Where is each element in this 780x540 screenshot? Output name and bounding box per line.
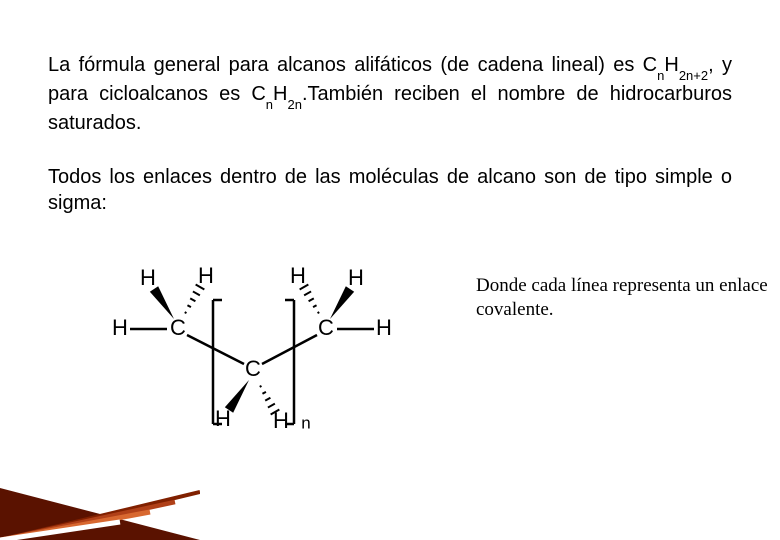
p1-pre: La fórmula general para alcanos alifátic…: [48, 54, 657, 76]
svg-text:n: n: [301, 413, 310, 432]
p1-sub2: 2n+2: [679, 68, 708, 83]
caption: Donde cada línea representa un enlace co…: [476, 274, 776, 322]
paragraph-1: La fórmula general para alcanos alifátic…: [48, 52, 732, 136]
svg-text:H: H: [290, 263, 306, 288]
svg-text:H: H: [112, 315, 128, 340]
svg-text:H: H: [376, 315, 392, 340]
molecule-diagram: CCCHHHHHHHHn: [108, 252, 398, 437]
svg-text:H: H: [348, 265, 364, 290]
p1-sub4: 2n: [287, 97, 301, 112]
p1-mid1: H: [664, 54, 678, 76]
svg-text:H: H: [215, 406, 231, 431]
p1-mid3: H: [273, 83, 287, 105]
svg-text:C: C: [318, 315, 334, 340]
svg-text:H: H: [273, 408, 289, 432]
corner-decoration: [0, 480, 200, 540]
svg-text:C: C: [170, 315, 186, 340]
paragraph-2: Todos los enlaces dentro de las molécula…: [48, 164, 732, 216]
svg-text:C: C: [245, 356, 261, 381]
svg-text:H: H: [198, 263, 214, 288]
svg-text:H: H: [140, 265, 156, 290]
p1-sub3: n: [266, 97, 273, 112]
p1-sub1: n: [657, 68, 664, 83]
